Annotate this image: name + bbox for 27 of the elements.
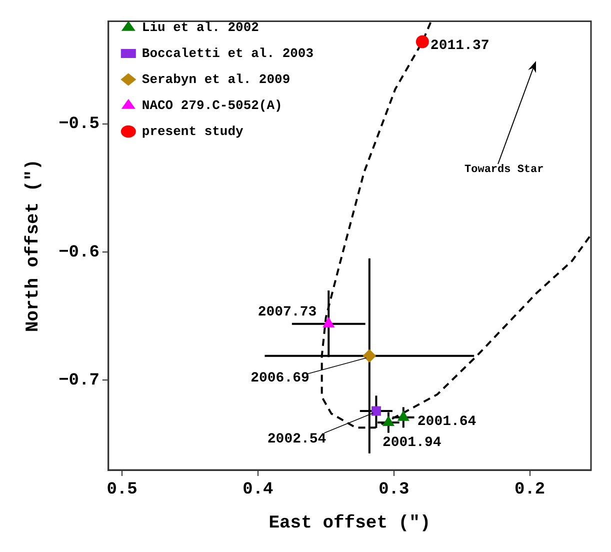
x-tick-label: 0.5 <box>106 480 138 500</box>
annotation: 2006.69 <box>250 370 310 386</box>
legend-label: Boccaletti et al. 2003 <box>142 46 314 61</box>
point <box>371 406 381 416</box>
y-tick-label: −0.6 <box>58 243 100 262</box>
y-tick-label: −0.7 <box>58 372 100 391</box>
x-tick-label: 0.2 <box>514 480 546 500</box>
point <box>362 349 376 362</box>
x-axis-title: East offset (") <box>268 514 431 534</box>
legend-label: NACO 279.C-5052(A) <box>142 98 282 113</box>
x-tick-label: 0.3 <box>378 480 410 500</box>
x-tick-label: 0.4 <box>242 480 274 500</box>
annotation: 2002.54 <box>267 432 326 448</box>
annotation: 2001.64 <box>417 414 476 430</box>
point <box>382 416 394 426</box>
point <box>322 317 334 328</box>
annotation: Towards Star <box>464 164 544 176</box>
annotation: 2007.73 <box>258 304 317 320</box>
legend-label: present study <box>142 124 244 139</box>
point <box>416 35 429 48</box>
legend-label: Liu et al. 2002 <box>142 20 260 35</box>
y-tick-label: −0.5 <box>58 115 100 134</box>
annotation: 2011.37 <box>430 38 490 54</box>
point <box>398 410 410 421</box>
legend-label: Serabyn et al. 2009 <box>142 72 290 87</box>
y-axis-title: North offset (") <box>23 159 44 332</box>
annotation: 2001.94 <box>382 435 442 452</box>
